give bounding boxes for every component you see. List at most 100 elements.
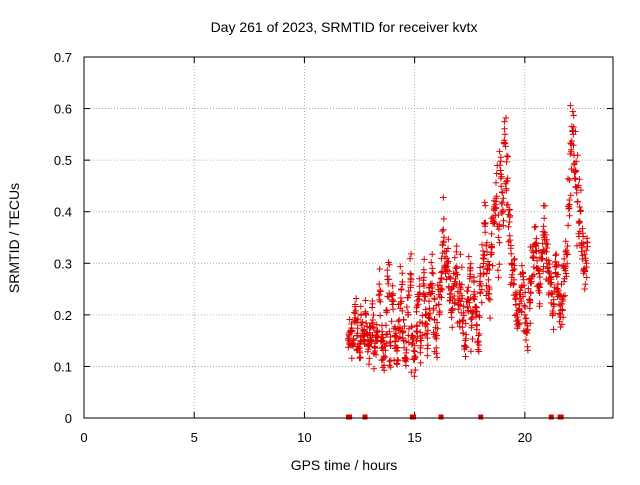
data-point (435, 301, 442, 308)
data-point (445, 236, 452, 243)
zero-point (558, 414, 564, 420)
data-point (440, 215, 447, 223)
data-point (353, 332, 361, 340)
data-point (526, 299, 533, 306)
data-point (498, 200, 505, 208)
data-point (449, 324, 456, 331)
y-tick-label: 0.5 (54, 153, 72, 168)
data-point (499, 206, 506, 214)
data-point (506, 213, 514, 221)
data-point (369, 323, 376, 331)
data-point (394, 325, 402, 332)
data-point (583, 247, 590, 254)
data-point (520, 281, 528, 289)
data-point (460, 330, 467, 337)
data-point (483, 242, 490, 250)
data-point (481, 219, 488, 227)
data-point (443, 255, 451, 262)
data-point (420, 282, 428, 289)
data-point (362, 319, 370, 327)
data-point (492, 201, 499, 208)
data-point (419, 319, 426, 327)
data-point (356, 354, 363, 362)
data-point (462, 320, 469, 327)
data-point (449, 305, 456, 312)
data-point (423, 330, 430, 337)
data-point (458, 264, 466, 271)
data-point (540, 223, 547, 230)
data-point (494, 267, 502, 274)
data-point (576, 218, 584, 226)
data-point (544, 241, 551, 248)
data-point (500, 222, 507, 229)
data-point (414, 291, 422, 298)
data-point (470, 274, 478, 281)
data-point (355, 343, 362, 351)
data-point (438, 274, 445, 282)
data-point (567, 102, 574, 109)
data-point (570, 123, 577, 131)
data-point (455, 306, 462, 313)
data-point (505, 238, 512, 245)
data-point (514, 313, 521, 321)
data-point (500, 140, 508, 147)
data-point (359, 318, 366, 326)
data-point (536, 289, 543, 297)
data-point (431, 316, 438, 323)
data-point (403, 346, 410, 354)
data-point (561, 255, 568, 263)
data-point (581, 251, 588, 258)
data-point (481, 252, 488, 259)
data-point (482, 229, 489, 236)
data-point (346, 316, 353, 323)
data-point (453, 271, 460, 278)
data-point (439, 227, 446, 235)
data-point (459, 295, 466, 302)
data-point (406, 291, 413, 299)
data-point (357, 303, 364, 310)
data-point (433, 344, 440, 352)
data-point (425, 298, 433, 305)
data-point (376, 312, 384, 319)
data-point (575, 219, 583, 227)
data-point (468, 314, 476, 321)
data-point (451, 254, 458, 261)
data-point (503, 187, 510, 194)
data-point (421, 292, 428, 300)
data-point (483, 239, 491, 246)
data-point (509, 271, 516, 278)
data-point (413, 327, 420, 335)
data-point (496, 239, 503, 246)
data-point (566, 176, 573, 184)
data-point (424, 334, 431, 342)
data-point (377, 288, 384, 295)
data-point (476, 312, 483, 319)
data-point (376, 265, 383, 273)
data-point (370, 324, 377, 332)
data-point (445, 273, 453, 280)
data-point (420, 277, 427, 284)
data-point (476, 330, 483, 338)
data-point (570, 161, 578, 168)
data-point (457, 298, 464, 305)
data-point (547, 280, 554, 288)
chart-title: Day 261 of 2023, SRMTID for receiver kvt… (211, 19, 478, 35)
data-point (411, 355, 418, 362)
data-point (559, 306, 566, 313)
data-point (395, 318, 402, 325)
data-point (570, 142, 577, 149)
data-point (379, 337, 386, 344)
data-point (516, 291, 523, 298)
data-point (465, 284, 472, 291)
data-point (564, 251, 571, 258)
data-point (525, 285, 532, 292)
y-tick-label: 0.1 (54, 359, 72, 374)
data-point (495, 274, 502, 281)
data-point (570, 112, 577, 119)
data-point (389, 290, 397, 297)
data-point (468, 324, 475, 331)
y-tick-label: 0.3 (54, 256, 72, 271)
data-point (438, 255, 445, 262)
data-point (511, 255, 518, 263)
data-point (365, 346, 372, 353)
